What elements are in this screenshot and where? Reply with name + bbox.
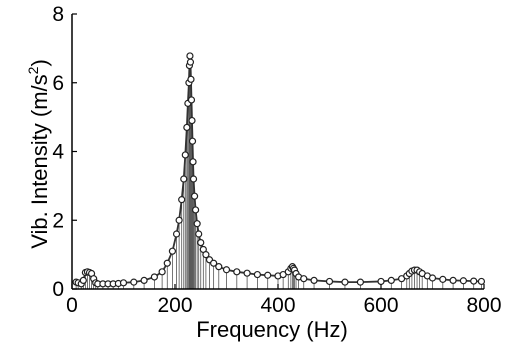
y-tick-label: 4 (52, 141, 64, 164)
data-point (150, 273, 158, 281)
y-axis-title-superscript: 2 (25, 66, 41, 74)
data-point (168, 247, 177, 255)
axis-ticks: 0 200 400 600 800 0 2 4 6 8 (52, 3, 501, 317)
data-point (341, 278, 349, 286)
data-point (449, 276, 457, 285)
data-point (193, 220, 201, 228)
data-point (310, 276, 318, 285)
data-point (188, 137, 197, 145)
x-axis-title: Frequency (Hz) (196, 317, 348, 342)
data-point (172, 230, 181, 238)
x-tick-label: 0 (66, 294, 78, 317)
data-point (233, 268, 241, 276)
data-point (158, 268, 166, 276)
data-point (79, 276, 87, 285)
data-point (140, 276, 148, 285)
data-point (188, 116, 196, 125)
data-point (377, 277, 385, 286)
data-point (210, 259, 218, 267)
x-tick-label: 400 (260, 294, 295, 317)
x-tick-label: 600 (363, 294, 398, 317)
data-point (119, 279, 128, 287)
data-point (192, 206, 200, 214)
data-point (189, 175, 198, 183)
data-point (300, 275, 308, 283)
data-point (356, 278, 364, 286)
data-point (189, 158, 197, 166)
x-tick-label: 200 (157, 294, 192, 317)
y-axis-title: Vib. Intensity (m/s2) (25, 59, 52, 249)
plot-area (72, 52, 486, 289)
data-point (183, 123, 191, 132)
data-point (187, 75, 195, 83)
data-point (264, 271, 272, 279)
y-axis-title-close: ) (27, 59, 52, 66)
y-tick-label: 8 (52, 3, 64, 26)
y-axis-title-main: Vib. Intensity (m/s (27, 74, 52, 248)
x-tick-label: 800 (466, 294, 501, 317)
data-point (325, 277, 334, 286)
data-point (477, 277, 486, 286)
data-point (197, 238, 205, 247)
data-point (202, 251, 210, 259)
y-tick-label: 0 (52, 278, 64, 301)
data-point (387, 276, 395, 285)
data-point (195, 230, 203, 238)
data-point (175, 216, 183, 224)
data-point (186, 58, 195, 66)
data-point (163, 259, 171, 267)
data-point (439, 275, 447, 283)
data-point (253, 270, 261, 279)
data-point (470, 277, 478, 285)
data-point (243, 269, 251, 277)
data-point (180, 175, 188, 183)
stems (75, 55, 482, 289)
data-point (186, 52, 194, 60)
data-point (222, 266, 231, 274)
y-tick-label: 6 (52, 72, 64, 95)
data-point (459, 277, 467, 285)
data-point (130, 278, 138, 286)
data-point (187, 96, 196, 104)
data-point (181, 151, 189, 159)
data-point (428, 274, 437, 282)
y-tick-label: 2 (52, 209, 64, 232)
data-point (215, 263, 223, 271)
data-point (190, 192, 199, 200)
data-point (178, 196, 186, 204)
markers (72, 52, 486, 288)
series-line (75, 55, 482, 285)
